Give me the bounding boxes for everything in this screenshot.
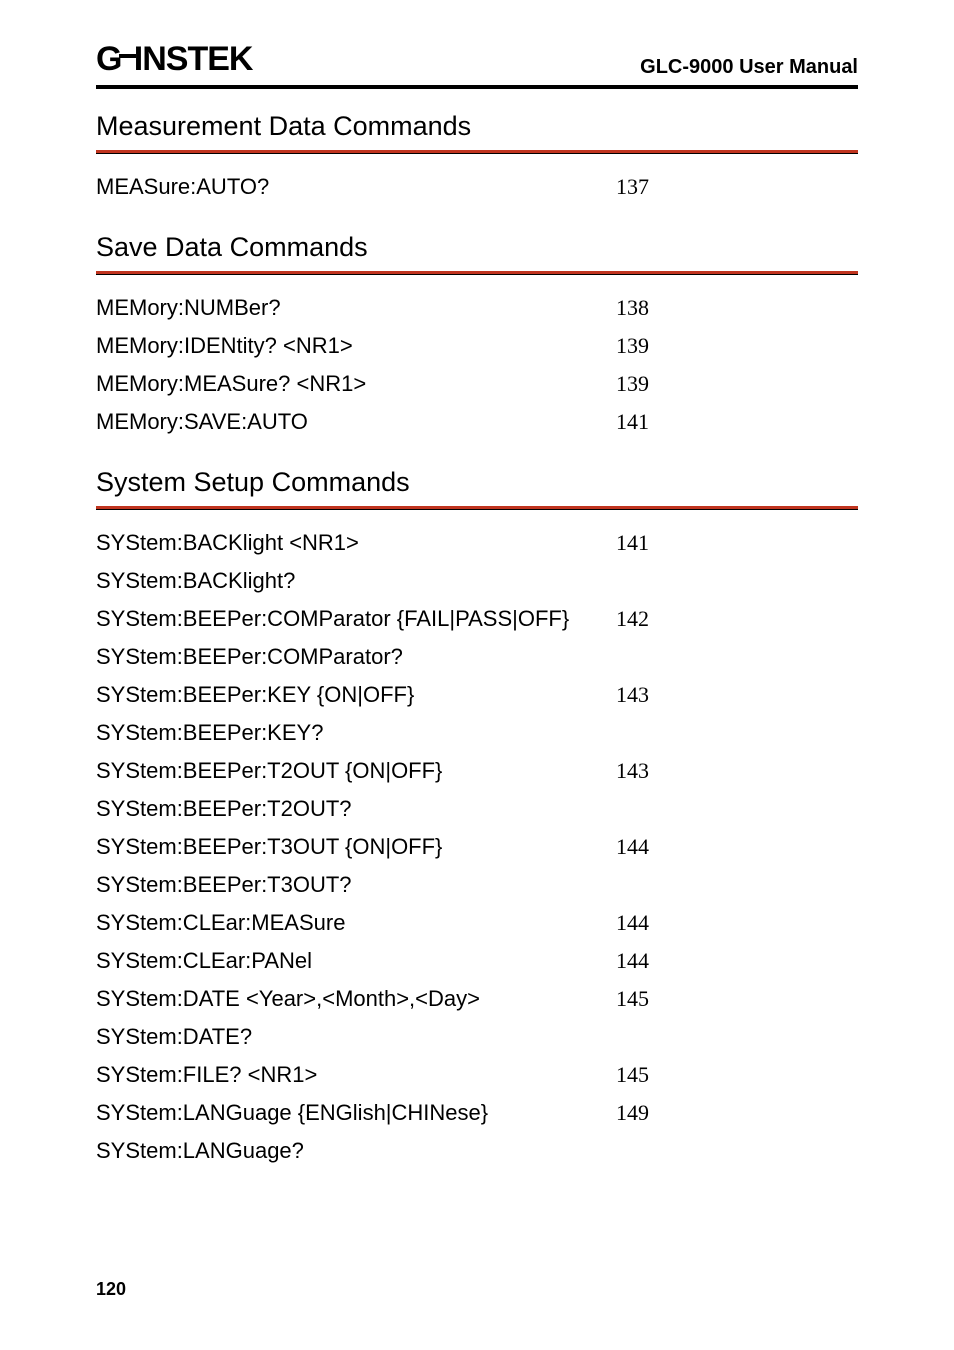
command-row: SYStem:FILE? <NR1> 145 [96,1062,858,1088]
command-text: MEMory:IDENtity? <NR1> [96,333,616,359]
command-row: SYStem:BEEPer:T3OUT {ON|OFF} 144 [96,834,858,860]
page-number: 120 [96,1279,126,1300]
command-text: SYStem:BEEPer:T3OUT? [96,872,616,898]
header-rule [96,85,858,89]
page-ref: 149 [616,1100,649,1126]
command-row: SYStem:BEEPer:COMParator? [96,644,858,670]
command-text: SYStem:LANGuage {ENGlish|CHINese} [96,1100,616,1126]
page-ref: 145 [616,1062,649,1088]
page-header: G INSTEK GLC-9000 User Manual [96,40,858,79]
command-row: MEMory:SAVE:AUTO 141 [96,409,858,435]
page-ref: 142 [616,606,649,632]
logo-text-instek: INSTEK [134,40,253,78]
command-text: SYStem:BEEPer:T3OUT {ON|OFF} [96,834,616,860]
logo-text-g: G [96,40,121,78]
page-ref: 144 [616,910,649,936]
command-row: MEMory:IDENtity? <NR1> 139 [96,333,858,359]
command-row: SYStem:LANGuage? [96,1138,858,1164]
command-row: SYStem:BEEPer:T2OUT? [96,796,858,822]
page-ref: 143 [616,758,649,784]
command-row: SYStem:BEEPer:COMParator {FAIL|PASS|OFF}… [96,606,858,632]
command-row: SYStem:BEEPer:KEY? [96,720,858,746]
page-ref: 138 [616,295,649,321]
page-ref: 144 [616,948,649,974]
page-ref: 139 [616,333,649,359]
command-text: MEMory:NUMBer? [96,295,616,321]
brand-logo: G INSTEK [96,40,252,79]
command-row: SYStem:BACKlight? [96,568,858,594]
logo-bar-icon [119,42,135,58]
page-ref: 137 [616,174,649,200]
command-text: SYStem:BEEPer:KEY? [96,720,616,746]
command-row: SYStem:BEEPer:T2OUT {ON|OFF} 143 [96,758,858,784]
command-text: SYStem:CLEar:PANel [96,948,616,974]
page-ref: 145 [616,986,649,1012]
command-text: SYStem:BEEPer:T2OUT? [96,796,616,822]
command-row: SYStem:LANGuage {ENGlish|CHINese} 149 [96,1100,858,1126]
section-rule-thin [96,509,858,510]
section-rule-thin [96,153,858,154]
command-text: SYStem:BEEPer:COMParator? [96,644,616,670]
section-title-system: System Setup Commands [96,467,858,498]
command-text: SYStem:BEEPer:T2OUT {ON|OFF} [96,758,616,784]
page-ref: 143 [616,682,649,708]
command-row: SYStem:BEEPer:T3OUT? [96,872,858,898]
page-ref: 141 [616,409,649,435]
section-title-measurement: Measurement Data Commands [96,111,858,142]
command-row: SYStem:DATE? [96,1024,858,1050]
manual-title: GLC-9000 User Manual [640,56,858,79]
page-ref: 139 [616,371,649,397]
command-row: SYStem:CLEar:MEASure 144 [96,910,858,936]
page-ref: 141 [616,530,649,556]
page-ref: 144 [616,834,649,860]
command-text: MEASure:AUTO? [96,174,616,200]
command-text: MEMory:MEASure? <NR1> [96,371,616,397]
section-rule-thin [96,274,858,275]
command-row: SYStem:BEEPer:KEY {ON|OFF} 143 [96,682,858,708]
command-text: SYStem:FILE? <NR1> [96,1062,616,1088]
command-text: SYStem:LANGuage? [96,1138,616,1164]
page-body: G INSTEK GLC-9000 User Manual Measurement… [0,0,954,1164]
command-row: MEASure:AUTO? 137 [96,174,858,200]
command-row: SYStem:CLEar:PANel 144 [96,948,858,974]
command-row: SYStem:BACKlight <NR1> 141 [96,530,858,556]
command-row: MEMory:MEASure? <NR1> 139 [96,371,858,397]
command-text: SYStem:DATE? [96,1024,616,1050]
command-text: SYStem:BEEPer:COMParator {FAIL|PASS|OFF} [96,606,616,632]
command-text: SYStem:DATE <Year>,<Month>,<Day> [96,986,616,1012]
command-text: SYStem:BACKlight? [96,568,616,594]
command-row: SYStem:DATE <Year>,<Month>,<Day> 145 [96,986,858,1012]
command-row: MEMory:NUMBer? 138 [96,295,858,321]
command-text: SYStem:BACKlight <NR1> [96,530,616,556]
command-text: SYStem:CLEar:MEASure [96,910,616,936]
section-title-save: Save Data Commands [96,232,858,263]
command-text: MEMory:SAVE:AUTO [96,409,616,435]
command-text: SYStem:BEEPer:KEY {ON|OFF} [96,682,616,708]
